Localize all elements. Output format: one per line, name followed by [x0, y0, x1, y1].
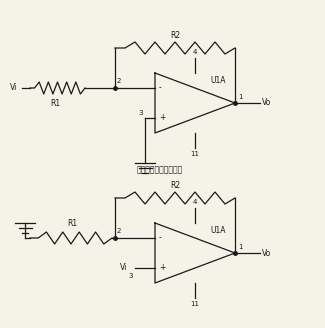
Text: -: -: [159, 234, 162, 242]
Text: 3: 3: [128, 273, 133, 279]
Text: Vi: Vi: [120, 263, 127, 273]
Text: Vo: Vo: [262, 249, 271, 257]
Text: 1: 1: [238, 244, 242, 250]
Text: 2: 2: [117, 228, 121, 234]
Text: 2: 2: [117, 78, 121, 84]
Text: -: -: [159, 84, 162, 92]
Text: +: +: [159, 263, 165, 273]
Text: 4: 4: [193, 49, 197, 55]
Text: Vi: Vi: [10, 84, 17, 92]
Text: R2: R2: [170, 31, 180, 40]
Text: 1: 1: [238, 94, 242, 100]
Text: R2: R2: [170, 181, 180, 190]
Text: U1A: U1A: [210, 76, 226, 85]
Text: 11: 11: [190, 301, 200, 307]
Text: Vo: Vo: [262, 98, 271, 108]
Text: 3: 3: [138, 110, 143, 116]
Text: +: +: [159, 113, 165, 122]
Text: R1: R1: [50, 99, 60, 108]
Text: 11: 11: [190, 151, 200, 157]
Text: 號算放大器一反相輸入: 號算放大器一反相輸入: [137, 166, 183, 174]
Text: U1A: U1A: [210, 226, 226, 235]
Text: 4: 4: [193, 199, 197, 205]
Text: R1: R1: [68, 219, 78, 228]
